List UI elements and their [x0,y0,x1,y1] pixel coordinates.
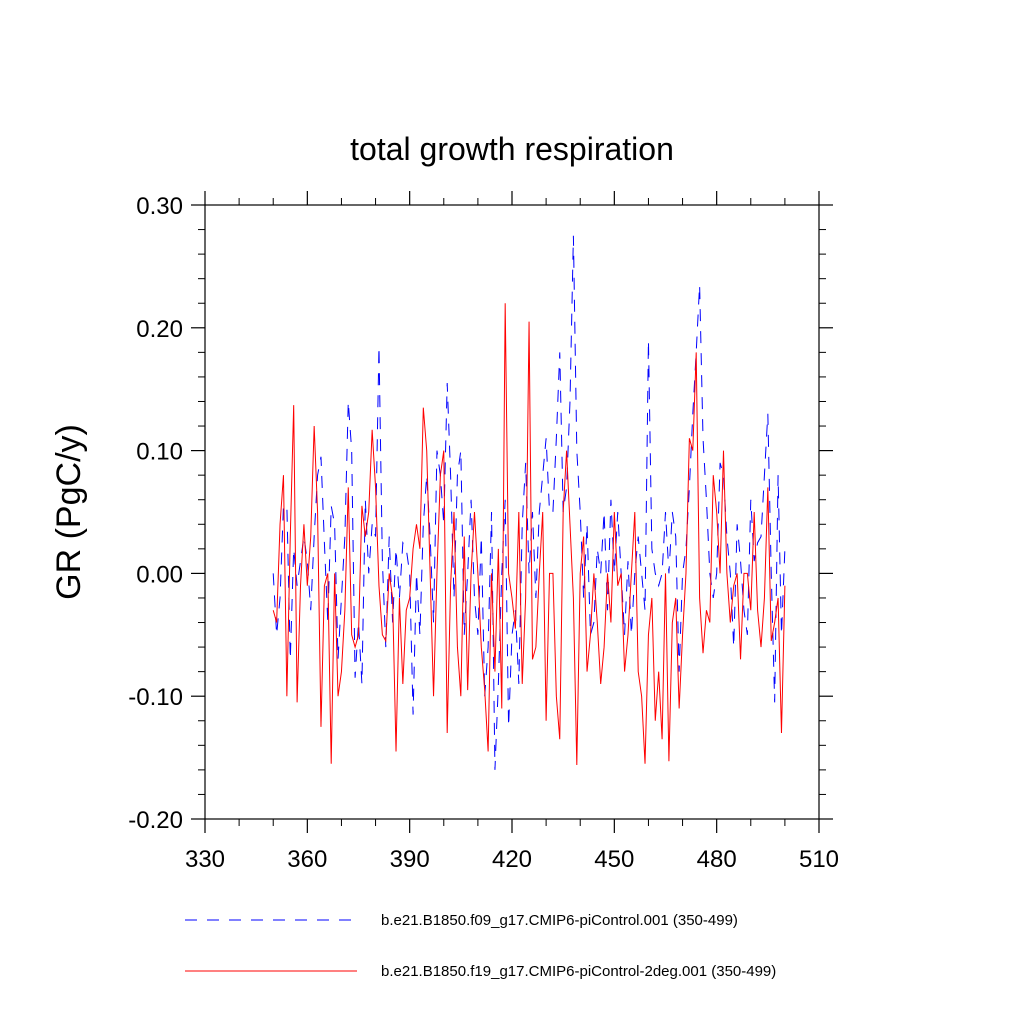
series-line-1 [272,235,789,770]
plot-frame [204,204,820,820]
y-axis-label: GR (PgC/y) [50,424,88,600]
x-tick-label: 510 [799,846,839,873]
y-tick-label: 0.30 [136,193,183,220]
y-tick-label: 0.10 [136,439,183,466]
axis-ticks: 330 360 390 420 450 480 510 -0.20 -0.10 0.00 0.10 0… [128,191,839,873]
legend: b.e21.B1850.f09_g17.CMIP6-piControl.001 … [185,912,776,980]
y-tick-label: 0.00 [136,561,183,588]
y-tick-label: -0.10 [128,684,183,711]
chart-title: total growth respiration [350,131,674,167]
x-tick-label: 360 [287,846,327,873]
legend-label-1: b.e21.B1850.f09_g17.CMIP6-piControl.001 … [381,912,738,929]
legend-label-2: b.e21.B1850.f19_g17.CMIP6-piControl-2deg… [381,963,776,980]
x-tick-label: 330 [185,846,225,873]
x-tick-label: 450 [594,846,634,873]
y-tick-label: 0.20 [136,316,183,343]
y-tick-label: -0.20 [128,807,183,834]
x-tick-label: 420 [492,846,532,873]
x-tick-label: 480 [697,846,737,873]
data-series [272,235,789,770]
series-line-2 [272,303,786,765]
x-tick-label: 390 [390,846,430,873]
